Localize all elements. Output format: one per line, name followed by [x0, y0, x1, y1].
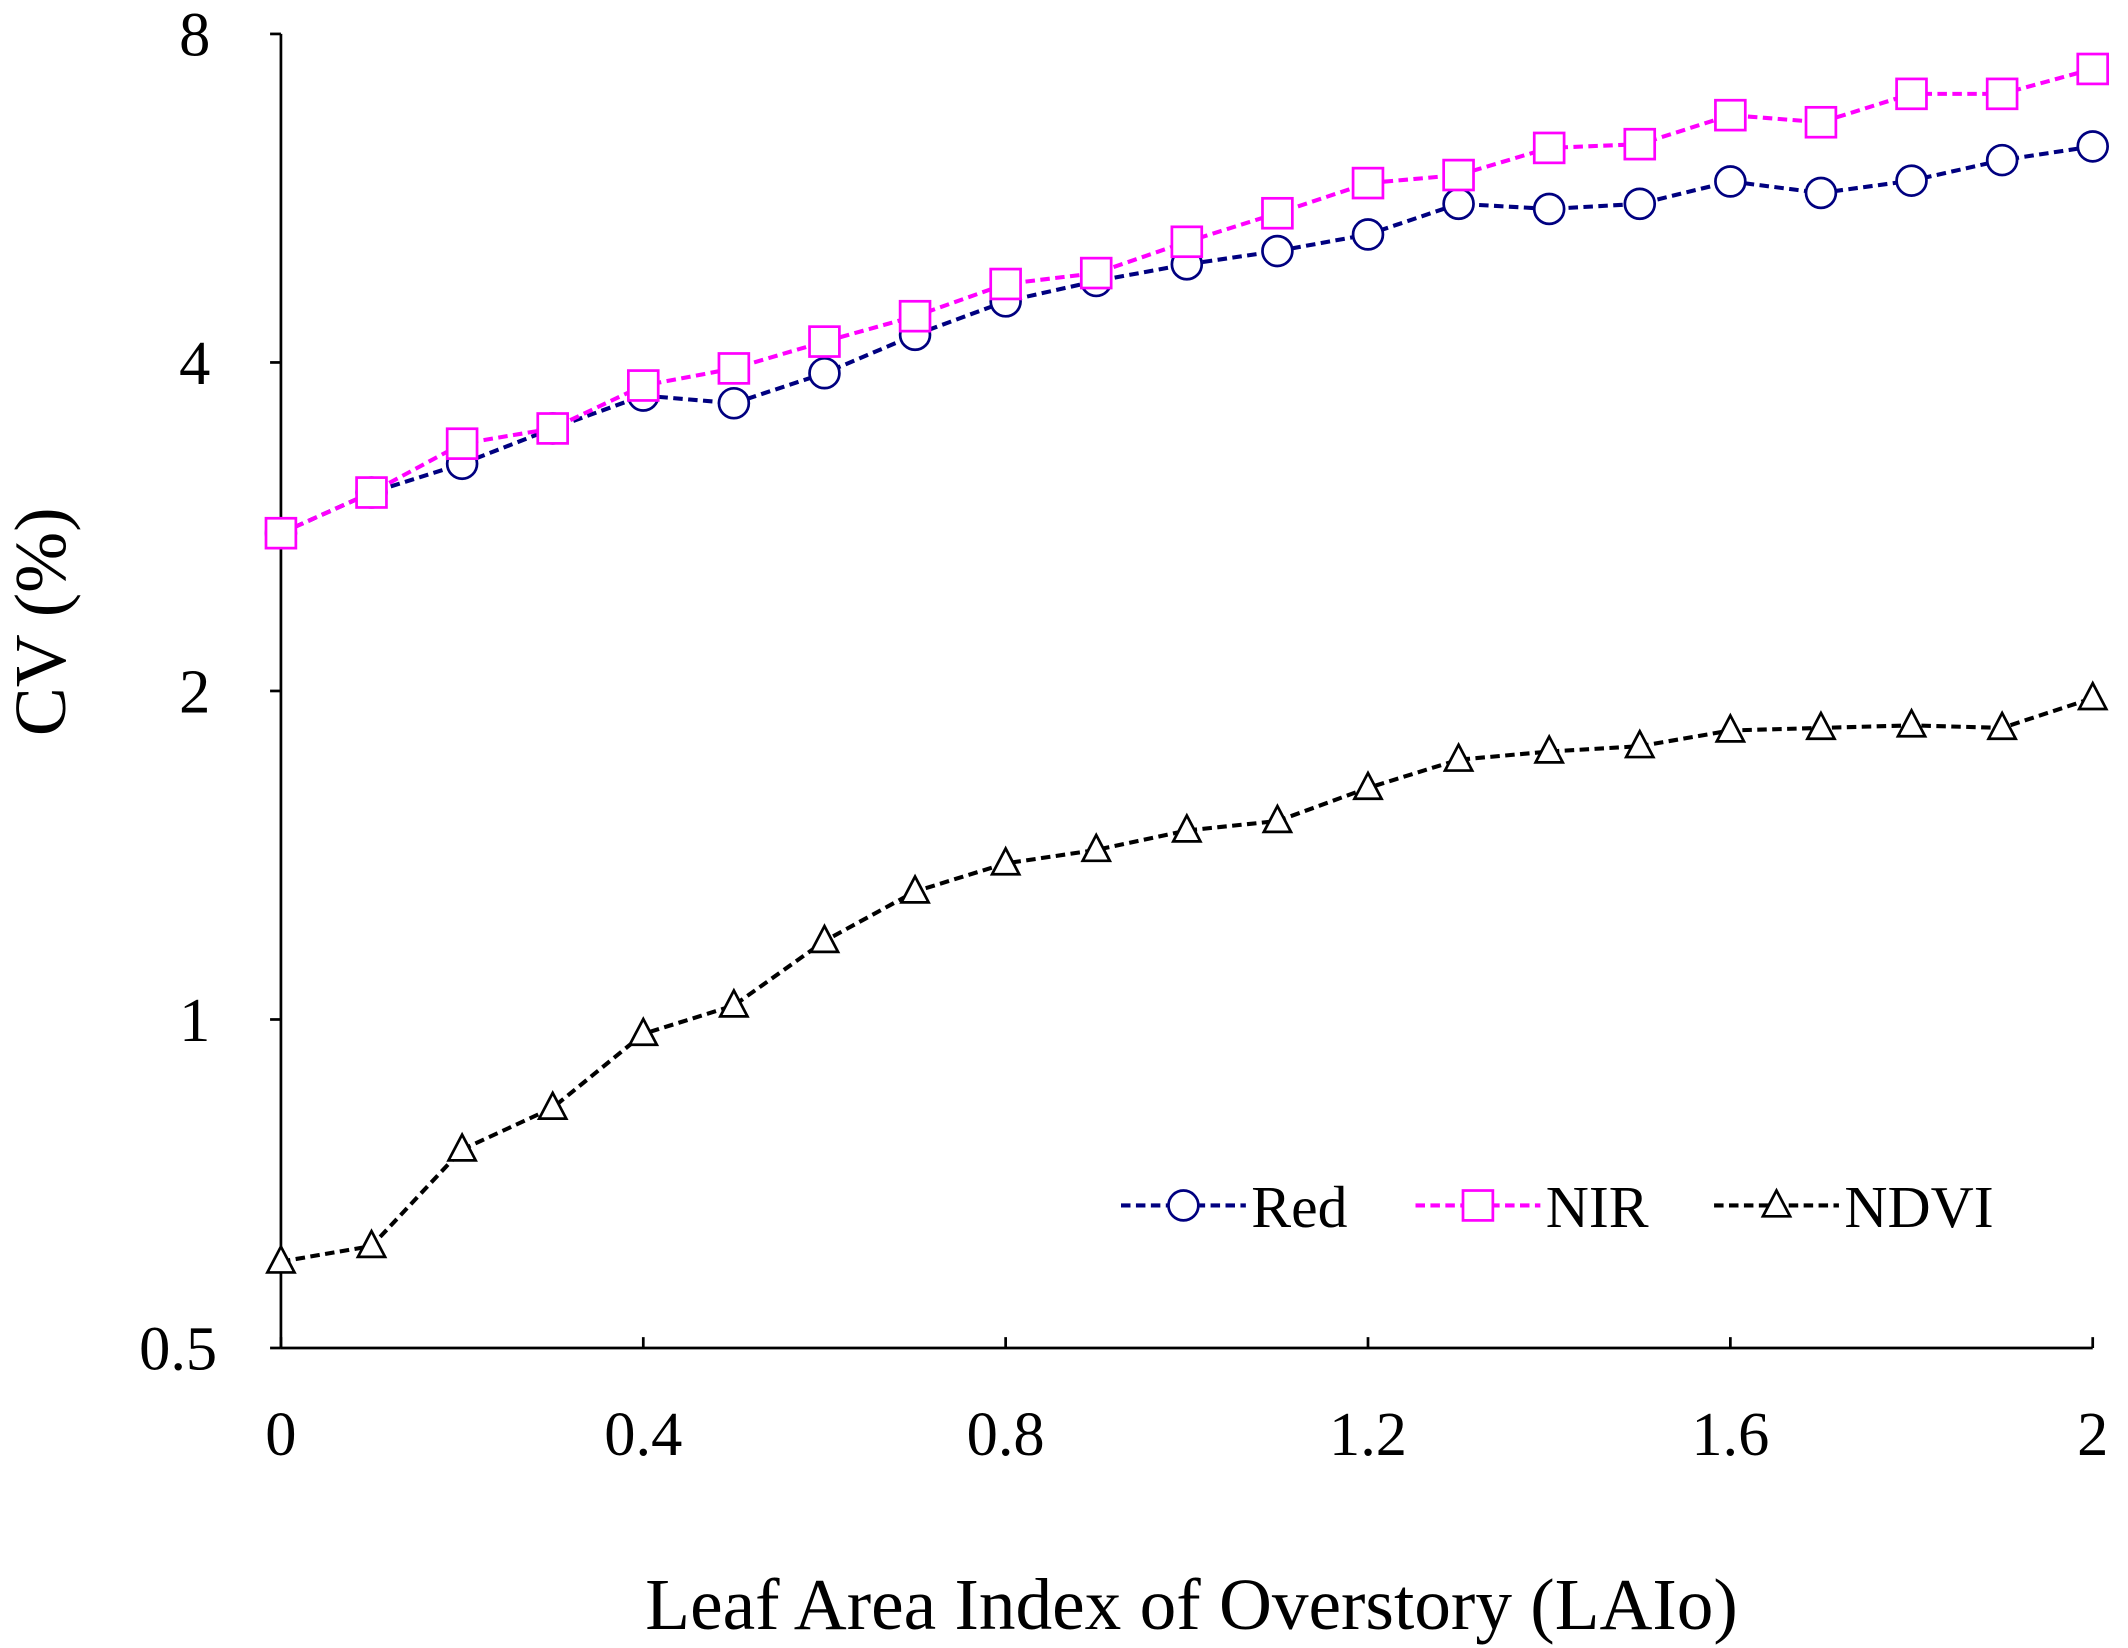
x-tick-label: 1.6: [1691, 1399, 1769, 1469]
legend-item-red: Red: [1121, 1174, 1348, 1240]
data-point-square: [445, 427, 479, 460]
data-point-square: [1623, 127, 1657, 161]
legend: Red NIR NDVI: [1121, 1174, 1994, 1240]
data-point-triangle: [989, 845, 1022, 876]
data-point-triangle: [2076, 680, 2109, 711]
legend-item-nir: NIR: [1415, 1174, 1649, 1240]
data-point-triangle: [1171, 812, 1203, 843]
data-point-square: [355, 476, 388, 509]
data-point-triangle: [1760, 1187, 1793, 1218]
data-point-square: [536, 412, 569, 445]
data-point-triangle: [446, 1131, 478, 1162]
data-point-circle: [1895, 164, 1928, 197]
legend-label: NDVI: [1844, 1174, 1993, 1240]
data-point-square: [1714, 98, 1747, 132]
data-point-circle: [1985, 143, 2019, 177]
data-point-circle: [717, 386, 751, 420]
data-point-circle: [1442, 187, 1475, 221]
data-point-triangle: [1352, 770, 1384, 801]
series-line: [280, 144, 2094, 536]
data-point-square: [627, 369, 660, 402]
data-point-circle: [1623, 187, 1657, 221]
data-point-triangle: [1080, 832, 1113, 863]
data-point-triangle: [1895, 707, 1928, 738]
data-point-triangle: [1714, 712, 1747, 743]
x-tick-label: 0: [265, 1399, 296, 1469]
y-tick-label: 1: [179, 985, 210, 1055]
y-tick-label: 2: [179, 657, 210, 727]
series-nir: [264, 52, 2109, 550]
data-point-circle: [1351, 218, 1385, 251]
data-point-triangle: [1533, 733, 1565, 764]
x-tick-label: 0.4: [604, 1399, 682, 1469]
data-point-triangle: [1442, 741, 1475, 772]
data-point-circle: [2076, 130, 2109, 163]
data-point-square: [1804, 105, 1838, 139]
data-point-square: [808, 325, 841, 358]
x-tick-label: 1.2: [1329, 1399, 1407, 1469]
data-point-triangle: [355, 1228, 388, 1259]
data-point-square: [1985, 77, 2019, 111]
legend-label: Red: [1251, 1174, 1347, 1240]
data-point-square: [1351, 166, 1385, 200]
legend-label: NIR: [1546, 1174, 1649, 1240]
y-tick-label: 8: [179, 0, 210, 70]
data-point-triangle: [1986, 710, 2018, 741]
data-point-circle: [1167, 1189, 1200, 1222]
series-line: [280, 696, 2094, 1264]
data-point-triangle: [265, 1243, 297, 1274]
y-axis-label: CV (%): [0, 507, 81, 736]
data-point-circle: [1714, 165, 1747, 198]
data-point-triangle: [1261, 803, 1294, 834]
x-tick-label: 0.8: [967, 1399, 1045, 1469]
data-point-square: [1532, 131, 1566, 165]
data-point-square: [1895, 77, 1928, 111]
data-point-square: [264, 516, 298, 550]
data-point-square: [2076, 52, 2109, 86]
series-ndvi: [265, 680, 2109, 1274]
data-point-square: [1461, 1189, 1495, 1222]
data-point-circle: [1261, 234, 1294, 268]
data-point-triangle: [718, 987, 750, 1018]
data-point-square: [1261, 196, 1294, 230]
y-tick-label: 0.5: [139, 1314, 217, 1384]
data-point-square: [1170, 225, 1204, 259]
data-point-square: [898, 299, 932, 333]
data-point-square: [1442, 158, 1475, 192]
x-axis-label: Leaf Area Index of Overstory (LAIo): [645, 1564, 1737, 1645]
data-point-circle: [808, 356, 841, 390]
data-point-circle: [1532, 192, 1566, 226]
legend-item-ndvi: NDVI: [1714, 1174, 1994, 1240]
data-point-triangle: [808, 923, 841, 954]
data-point-triangle: [1805, 710, 1837, 741]
data-point-triangle: [627, 1016, 660, 1047]
data-point-triangle: [1623, 728, 1656, 759]
y-tick-label: 4: [179, 328, 210, 398]
data-point-triangle: [536, 1089, 569, 1121]
series-line: [280, 67, 2094, 536]
data-point-square: [717, 352, 751, 385]
data-point-circle: [1804, 176, 1838, 210]
data-point-square: [989, 267, 1022, 301]
data-point-square: [1079, 256, 1113, 290]
x-tick-label: 2: [2077, 1399, 2108, 1469]
data-point-triangle: [899, 873, 931, 904]
series-red: [264, 130, 2109, 550]
